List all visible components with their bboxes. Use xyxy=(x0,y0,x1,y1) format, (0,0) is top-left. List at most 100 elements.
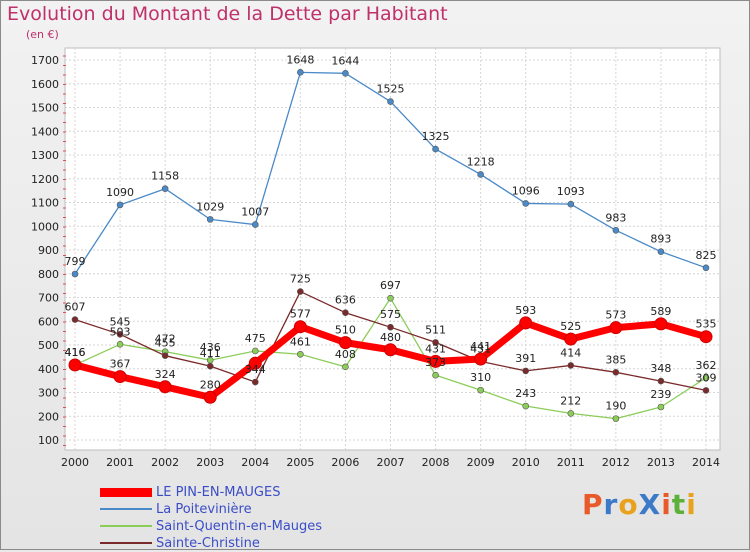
data-label: 431 xyxy=(470,342,491,355)
data-point xyxy=(567,200,575,208)
data-label: 243 xyxy=(515,387,536,400)
logo-letter: r xyxy=(603,488,619,521)
data-label: 573 xyxy=(605,309,626,322)
chart-subtitle: (en €) xyxy=(26,28,59,41)
data-label: 385 xyxy=(605,353,626,366)
data-label: 511 xyxy=(425,323,446,336)
data-label: 373 xyxy=(425,356,446,369)
data-point xyxy=(477,386,484,394)
data-point xyxy=(567,362,575,369)
data-point xyxy=(342,363,349,371)
data-point xyxy=(387,98,394,105)
data-label: 545 xyxy=(110,315,131,328)
data-label: 472 xyxy=(155,333,176,346)
x-tick-label: 2000 xyxy=(61,456,89,469)
data-label: 310 xyxy=(470,371,491,384)
data-label: 503 xyxy=(110,325,131,338)
x-tick-label: 2001 xyxy=(106,456,134,469)
data-point xyxy=(71,270,79,278)
data-label: 461 xyxy=(290,335,311,348)
data-point xyxy=(432,339,439,346)
data-point xyxy=(116,340,124,348)
data-point xyxy=(522,367,530,375)
plot-area xyxy=(64,47,721,451)
data-label: 367 xyxy=(110,358,131,371)
y-tick-label: 100 xyxy=(38,434,59,447)
data-label: 725 xyxy=(290,273,311,286)
y-tick-label: 1400 xyxy=(31,125,59,138)
x-tick-label: 2010 xyxy=(512,456,540,469)
data-label: 280 xyxy=(200,378,221,391)
data-label: 589 xyxy=(650,305,671,318)
data-point xyxy=(387,323,394,331)
data-label: 309 xyxy=(696,371,717,384)
x-tick-label: 2003 xyxy=(196,456,224,469)
x-tick-label: 2006 xyxy=(331,456,359,469)
data-point xyxy=(116,201,124,209)
data-label: 636 xyxy=(335,294,356,307)
x-tick-label: 2007 xyxy=(377,456,405,469)
data-label: 436 xyxy=(200,341,221,354)
data-point xyxy=(657,377,665,385)
y-tick-label: 1200 xyxy=(31,173,59,186)
data-label: 391 xyxy=(515,352,536,365)
proxiti-logo: ProXiti xyxy=(582,488,697,521)
data-point xyxy=(158,380,172,394)
data-label: 411 xyxy=(200,347,221,360)
data-label: 408 xyxy=(335,348,356,361)
data-point xyxy=(342,70,349,77)
data-point xyxy=(477,171,484,178)
data-point xyxy=(654,317,668,331)
x-tick-label: 2004 xyxy=(241,456,269,469)
data-label: 324 xyxy=(155,368,176,381)
data-point xyxy=(203,390,217,404)
y-tick-label: 300 xyxy=(38,387,59,400)
data-label: 1325 xyxy=(422,130,450,143)
data-point xyxy=(522,200,530,207)
legend-swatch-saint-quentin-en-mauges xyxy=(100,525,152,527)
y-tick-label: 1000 xyxy=(31,220,59,233)
x-tick-label: 2014 xyxy=(692,456,720,469)
data-point xyxy=(702,264,710,272)
logo-letter: i xyxy=(686,488,697,521)
data-label: 414 xyxy=(560,346,581,359)
data-label: 239 xyxy=(650,388,671,401)
data-label: 1096 xyxy=(512,184,540,197)
y-tick-label: 500 xyxy=(38,339,59,352)
data-point xyxy=(702,374,710,382)
data-point xyxy=(251,378,259,386)
data-label: 362 xyxy=(696,359,717,372)
data-label: 575 xyxy=(380,308,401,321)
data-label: 1525 xyxy=(377,83,405,96)
data-point xyxy=(113,370,127,384)
data-label: 1218 xyxy=(467,155,495,168)
data-label: 697 xyxy=(380,279,401,292)
data-point xyxy=(699,330,713,344)
logo-letter: i xyxy=(661,488,672,521)
legend-swatch-sainte-christine xyxy=(100,542,152,544)
data-label: 1090 xyxy=(106,186,134,199)
data-label: 535 xyxy=(696,318,717,331)
data-point xyxy=(609,321,623,335)
data-point xyxy=(612,415,620,422)
data-point xyxy=(432,145,439,153)
x-tick-label: 2002 xyxy=(151,456,179,469)
chart-title: Evolution du Montant de la Dette par Hab… xyxy=(7,3,448,25)
data-point xyxy=(161,185,169,193)
data-label: 607 xyxy=(65,301,86,314)
y-tick-label: 200 xyxy=(38,410,59,423)
y-tick-label: 1100 xyxy=(31,197,59,210)
data-label: 1644 xyxy=(331,54,359,67)
data-point xyxy=(432,371,439,379)
data-point xyxy=(567,410,575,417)
data-label: 344 xyxy=(245,363,266,376)
legend-swatch-la-poiteviniere xyxy=(100,508,152,510)
data-label: 480 xyxy=(380,331,401,344)
logo-letter: P xyxy=(582,488,604,521)
data-label: 416 xyxy=(65,346,86,359)
data-label: 455 xyxy=(155,337,176,350)
data-label: 893 xyxy=(650,233,671,246)
legend-swatch-le-pin-en-mauges xyxy=(100,488,152,497)
y-tick-label: 800 xyxy=(38,268,59,281)
logo-letter: o xyxy=(618,488,639,521)
